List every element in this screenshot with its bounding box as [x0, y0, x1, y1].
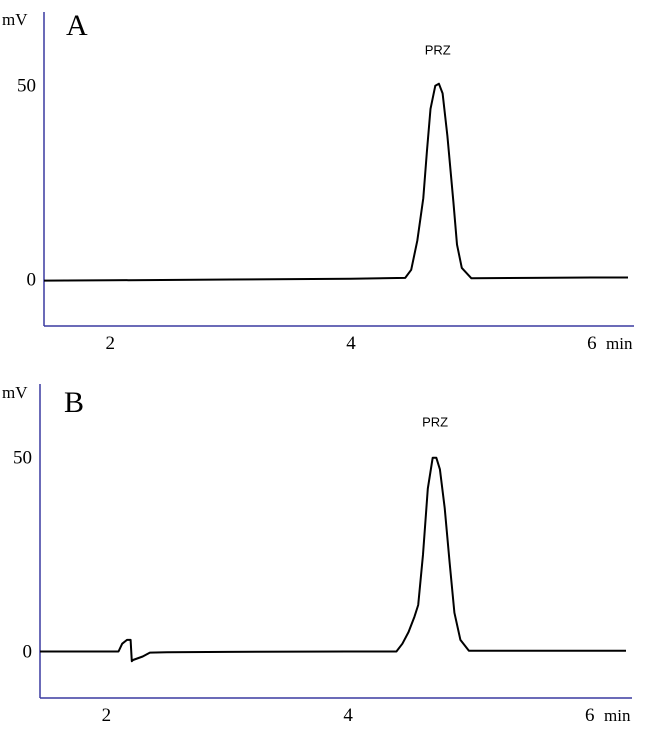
panel-b-letter: B [64, 386, 84, 419]
panel-b-y-tick-50: 50 [13, 448, 32, 469]
panel-b-y-unit: mV [2, 383, 28, 402]
panel-a-peak-label: PRZ [425, 43, 451, 58]
panel-a: A mV min 2 4 6 0 50 PRZ [2, 9, 634, 354]
panel-a-x-tick-2: 2 [105, 333, 115, 354]
panel-b-x-tick-2: 2 [102, 705, 112, 726]
panel-a-letter: A [66, 9, 88, 42]
panel-a-trace [43, 82, 628, 282]
panel-b-x-tick-6: 6 [585, 705, 595, 726]
panel-b-x-tick-4: 4 [343, 705, 353, 726]
panel-a-x-unit: min [606, 334, 633, 353]
panel-b-y-tick-0: 0 [23, 642, 33, 663]
panel-b-x-unit: min [604, 706, 631, 725]
panel-a-x-tick-4: 4 [346, 333, 356, 354]
panel-b-peak-label: PRZ [422, 415, 448, 430]
panel-b: B mV min 2 4 6 0 50 PRZ [2, 383, 632, 726]
panel-a-y-tick-50: 50 [17, 76, 36, 97]
panel-b-trace [40, 456, 626, 663]
panel-a-x-tick-6: 6 [587, 333, 597, 354]
panel-a-y-unit: mV [2, 10, 28, 29]
panel-a-y-tick-0: 0 [27, 270, 37, 291]
